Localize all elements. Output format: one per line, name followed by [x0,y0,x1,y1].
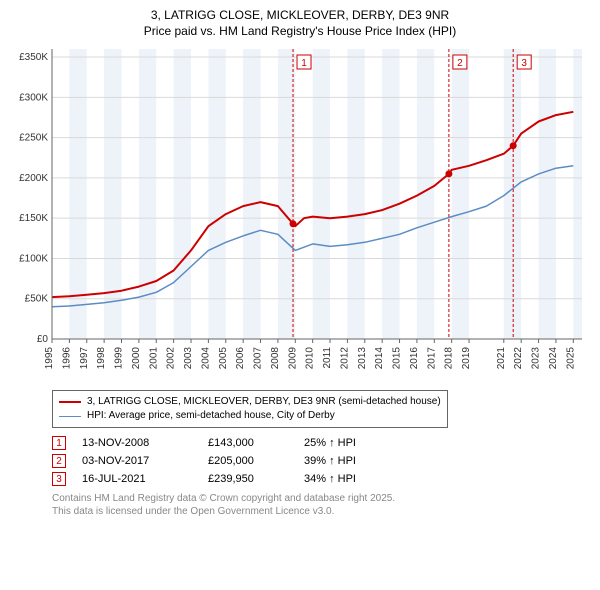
transaction-date: 16-JUL-2021 [82,473,192,485]
svg-text:2024: 2024 [548,347,559,370]
svg-text:2014: 2014 [374,347,385,370]
transaction-price: £143,000 [208,437,288,449]
legend-swatch [59,401,81,403]
svg-text:£250K: £250K [19,133,48,144]
legend-label: 3, LATRIGG CLOSE, MICKLEOVER, DERBY, DE3… [87,395,441,409]
svg-text:2018: 2018 [444,347,455,370]
transactions-list: 1 13-NOV-2008 £143,000 25% ↑ HPI 2 03-NOV-201… [52,436,590,486]
svg-text:2001: 2001 [148,347,159,370]
legend-row: HPI: Average price, semi-detached house,… [59,409,441,423]
svg-text:2015: 2015 [392,347,403,370]
svg-text:2012: 2012 [339,347,350,370]
svg-text:£350K: £350K [19,52,48,63]
svg-text:1: 1 [301,58,307,69]
transaction-row: 2 03-NOV-2017 £205,000 39% ↑ HPI [52,454,590,468]
svg-text:2002: 2002 [166,347,177,370]
svg-text:£200K: £200K [19,173,48,184]
svg-text:2006: 2006 [235,347,246,370]
svg-text:£300K: £300K [19,93,48,104]
transaction-price: £205,000 [208,455,288,467]
svg-text:1998: 1998 [96,347,107,370]
legend: 3, LATRIGG CLOSE, MICKLEOVER, DERBY, DE3… [52,390,448,428]
footer-line1: Contains HM Land Registry data © Crown c… [52,492,572,505]
svg-text:£150K: £150K [19,213,48,224]
svg-text:2011: 2011 [322,347,333,369]
svg-text:2022: 2022 [513,347,524,370]
svg-text:2004: 2004 [200,347,211,370]
svg-text:2013: 2013 [357,347,368,370]
svg-text:3: 3 [521,58,527,69]
title-subtitle: Price paid vs. HM Land Registry's House … [10,24,590,40]
transaction-price: £239,950 [208,473,288,485]
svg-text:2000: 2000 [131,347,142,370]
svg-text:2003: 2003 [183,347,194,370]
transaction-marker: 1 [52,436,66,450]
svg-text:2016: 2016 [409,347,420,370]
transaction-row: 3 16-JUL-2021 £239,950 34% ↑ HPI [52,472,590,486]
transaction-date: 03-NOV-2017 [82,455,192,467]
svg-text:£50K: £50K [25,294,49,305]
transaction-pct: 25% ↑ HPI [304,437,394,449]
svg-text:1997: 1997 [79,347,90,370]
svg-text:1996: 1996 [61,347,72,370]
titles: 3, LATRIGG CLOSE, MICKLEOVER, DERBY, DE3… [10,8,590,39]
svg-text:2021: 2021 [496,347,507,370]
footer: Contains HM Land Registry data © Crown c… [52,492,572,518]
transaction-pct: 39% ↑ HPI [304,455,394,467]
svg-text:1995: 1995 [44,347,55,370]
line-chart: £0 £50K £100K £150K £200K £250K £300K £350K 1 2 3 1… [10,39,590,379]
legend-swatch [59,416,81,417]
transaction-row: 1 13-NOV-2008 £143,000 25% ↑ HPI [52,436,590,450]
svg-text:2023: 2023 [531,347,542,370]
svg-text:2007: 2007 [253,347,264,370]
svg-text:2019: 2019 [461,347,472,370]
svg-text:£100K: £100K [19,254,48,265]
svg-text:2: 2 [457,58,463,69]
legend-row: 3, LATRIGG CLOSE, MICKLEOVER, DERBY, DE3… [59,395,441,409]
svg-text:1999: 1999 [114,347,125,370]
svg-text:2017: 2017 [426,347,437,370]
title-address: 3, LATRIGG CLOSE, MICKLEOVER, DERBY, DE3… [10,8,590,24]
footer-line2: This data is licensed under the Open Gov… [52,505,572,518]
transaction-date: 13-NOV-2008 [82,437,192,449]
legend-label: HPI: Average price, semi-detached house,… [87,409,335,423]
svg-text:2009: 2009 [287,347,298,370]
transaction-marker: 2 [52,454,66,468]
chart-area: £0 £50K £100K £150K £200K £250K £300K £350K 1 2 3 1… [10,39,590,384]
svg-text:2025: 2025 [565,347,576,370]
svg-text:£0: £0 [37,334,49,345]
transaction-pct: 34% ↑ HPI [304,473,394,485]
chart-container: 3, LATRIGG CLOSE, MICKLEOVER, DERBY, DE3… [0,0,600,590]
svg-text:2005: 2005 [218,347,229,370]
svg-text:2008: 2008 [270,347,281,370]
transaction-marker: 3 [52,472,66,486]
svg-text:2010: 2010 [305,347,316,370]
